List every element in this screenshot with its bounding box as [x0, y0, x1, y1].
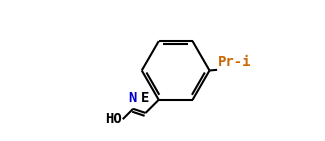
Text: N: N [128, 91, 136, 105]
Text: Pr-i: Pr-i [218, 55, 251, 69]
Text: E: E [141, 91, 149, 105]
Text: HO: HO [105, 112, 122, 126]
